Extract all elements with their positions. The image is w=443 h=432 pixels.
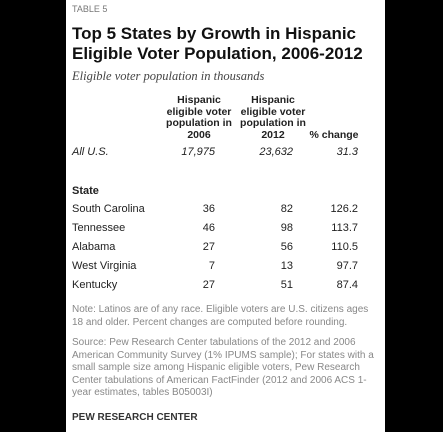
cell-value: 51 (280, 279, 293, 291)
cell-value: 27 (202, 241, 215, 253)
cell-value: 126.2 (330, 203, 358, 215)
title: Top 5 States by Growth in Hispanic Eligi… (72, 24, 363, 63)
cell-value: 46 (202, 222, 215, 234)
cell-value: 97.7 (336, 260, 358, 272)
subtitle: Eligible voter population in thousands (72, 69, 265, 83)
table-label: TABLE 5 (72, 4, 108, 14)
cell-value: 23,632 (259, 146, 293, 158)
cell-value: 13 (280, 260, 293, 272)
cell-value: 56 (280, 241, 293, 253)
cell-value: 110.5 (331, 241, 358, 253)
row-label: All U.S. (72, 146, 109, 158)
row-label: South Carolina (72, 203, 145, 215)
cell-value: 31.3 (336, 146, 358, 158)
cell-value: 36 (202, 203, 215, 215)
footer: PEW RESEARCH CENTER (72, 412, 198, 423)
row-label: Alabama (72, 241, 116, 253)
column-header: % change (309, 129, 359, 141)
cell-value: 98 (280, 222, 293, 234)
cell-value: 27 (202, 279, 215, 291)
column-header: Hispanic eligible voter population in 20… (240, 94, 306, 141)
group-label: State (72, 185, 99, 197)
cell-value: 87.4 (336, 279, 358, 291)
source: Source: Pew Research Center tabulations … (72, 337, 374, 398)
cell-value: 113.7 (331, 222, 358, 234)
row-label: Tennessee (72, 222, 126, 234)
cell-value: 17,975 (181, 146, 215, 158)
row-label: Kentucky (72, 279, 118, 291)
note: Note: Latinos are of any race. Eligible … (72, 304, 369, 328)
column-header: Hispanic eligible voter population in 20… (166, 94, 232, 141)
table-panel: TABLE 5 Top 5 States by Growth in Hispan… (66, 0, 385, 432)
cell-value: 82 (280, 203, 293, 215)
row-label: West Virginia (72, 260, 137, 272)
cell-value: 7 (208, 260, 215, 272)
